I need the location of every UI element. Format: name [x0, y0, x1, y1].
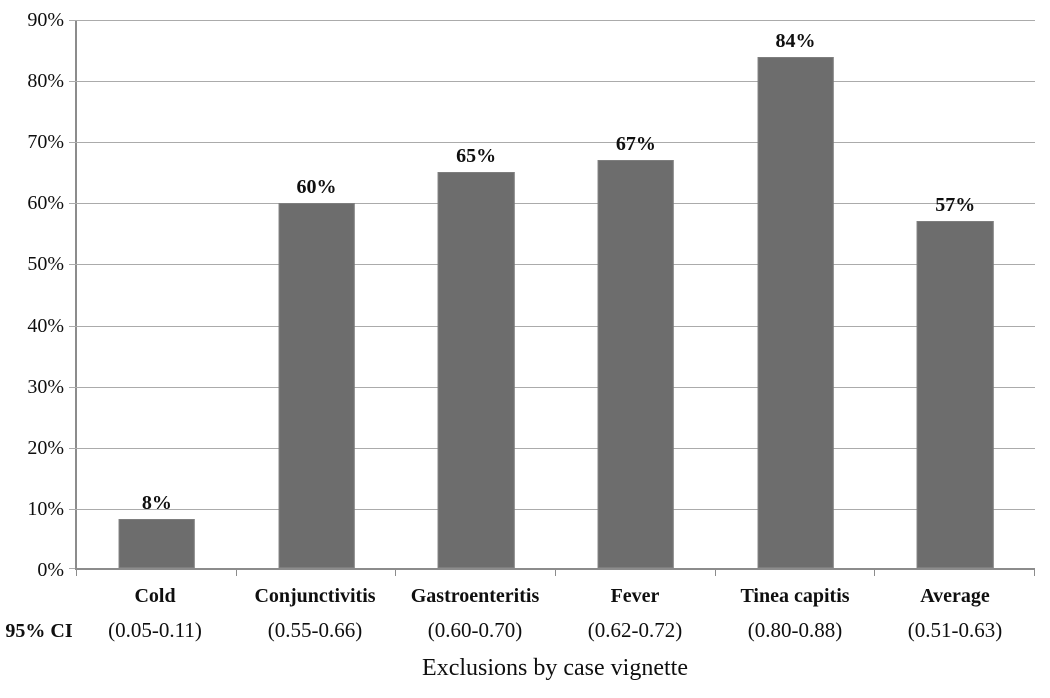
y-tick-label: 90% — [27, 9, 64, 31]
bar-value-label: 60% — [296, 175, 337, 198]
bar — [757, 56, 834, 568]
bar-series: 8% 60% 65% 67% 84% 57% — [77, 20, 1035, 568]
y-tick-label: 40% — [27, 314, 64, 337]
bar — [118, 519, 196, 568]
gridline — [69, 264, 1035, 266]
y-tick-label: 0% — [37, 559, 64, 581]
bar — [437, 172, 515, 568]
bar-slot: 84% — [716, 20, 876, 568]
ci-value: (0.80-0.88) — [747, 618, 843, 642]
ci-value: (0.05-0.11) — [108, 618, 202, 642]
ci-value: (0.51-0.63) — [907, 618, 1003, 642]
bar-value-label: 8% — [141, 492, 172, 515]
x-axis-title: Exclusions by case vignette — [422, 655, 688, 681]
bar-slot: 65% — [396, 20, 556, 568]
category-label: Gastroenteritis — [410, 585, 540, 607]
y-tick-label: 80% — [27, 70, 64, 93]
gridline — [69, 20, 1035, 21]
bar-slot: 57% — [875, 20, 1035, 568]
category-label: Cold — [134, 585, 176, 607]
bar-value-label: 67% — [615, 133, 656, 156]
bar — [916, 220, 994, 568]
confidence-interval-row: (0.05-0.11) (0.55-0.66) (0.60-0.70) (0.62-0… — [75, 617, 1035, 643]
y-tick-label: 60% — [27, 192, 64, 215]
gridline — [69, 203, 1035, 205]
y-tick-label: 50% — [27, 253, 64, 276]
bar-value-label: 65% — [456, 145, 497, 168]
category-label: Fever — [610, 585, 660, 607]
bar-slot: 8% — [77, 20, 237, 568]
bar — [278, 202, 355, 568]
gridline — [69, 81, 1035, 83]
ci-value: (0.60-0.70) — [427, 618, 523, 642]
ci-value: (0.55-0.66) — [267, 618, 363, 642]
y-tick-label: 10% — [27, 497, 64, 520]
x-axis-tick — [555, 568, 556, 576]
category-label: Average — [920, 585, 990, 607]
x-axis-tick — [874, 568, 876, 576]
x-axis-tick — [235, 568, 237, 576]
bar-slot: 60% — [237, 20, 397, 568]
gridline — [69, 142, 1035, 144]
gridline — [69, 508, 1035, 510]
x-axis-tick — [714, 568, 716, 576]
gridline — [69, 447, 1035, 449]
y-tick-label: 30% — [27, 375, 64, 398]
plot-area: 8% 60% 65% 67% 84% 57% — [69, 20, 1035, 576]
gridline — [69, 325, 1035, 327]
y-tick-label: 20% — [27, 436, 64, 459]
category-label: Conjunctivitis — [254, 585, 376, 607]
bar — [597, 160, 675, 568]
x-axis-tick — [395, 568, 397, 576]
ci-row-header: 95% CI — [5, 620, 73, 642]
ci-value: (0.62-0.72) — [587, 618, 683, 642]
axis-tick — [69, 568, 75, 569]
x-axis-tick — [76, 568, 77, 576]
category-label: Tinea capitis — [740, 585, 850, 607]
y-tick-label: 70% — [27, 131, 64, 154]
bar-value-label: 84% — [775, 29, 816, 52]
x-axis-tick — [1034, 568, 1035, 576]
category-labels-row: Cold Conjunctivitis Gastroenteritis Fever Ti… — [75, 584, 1035, 608]
bar-value-label: 57% — [935, 193, 976, 216]
gridline — [69, 386, 1035, 388]
bar-slot: 67% — [556, 20, 716, 568]
